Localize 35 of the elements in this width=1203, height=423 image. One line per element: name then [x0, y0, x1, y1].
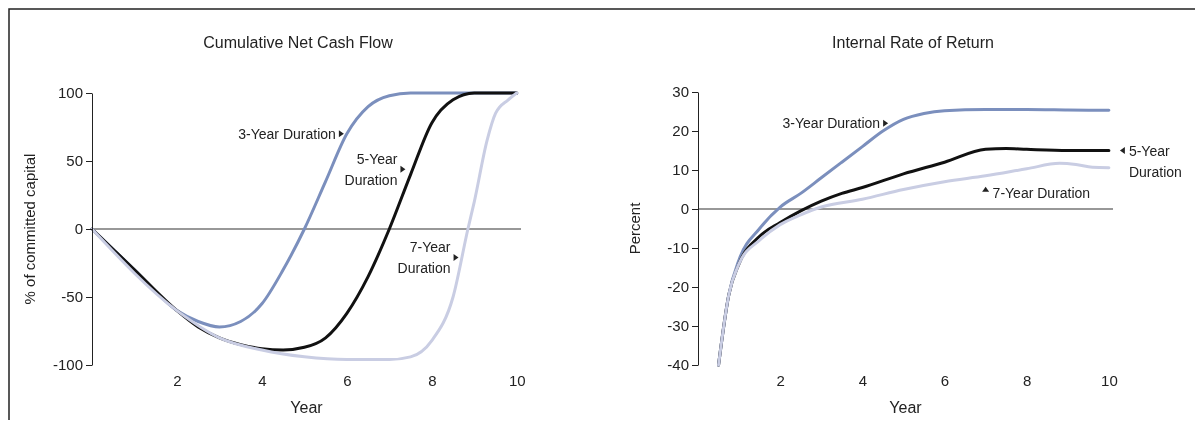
y-axis-title: % of committed capital — [21, 153, 38, 305]
x-tick-label: 2 — [776, 371, 785, 389]
annotation: 7-Year Duration — [397, 239, 451, 277]
y-tick-label: 100 — [57, 84, 83, 102]
y-tick-label: -40 — [667, 356, 689, 374]
y-tick-label: -30 — [667, 317, 689, 335]
y-tick-label: -10 — [667, 239, 689, 257]
annotation: 3-Year Duration — [782, 115, 881, 132]
chart-title: Internal Rate of Return — [832, 34, 994, 51]
y-tick-label: 10 — [672, 161, 689, 179]
y-tick-label: 30 — [672, 83, 689, 101]
y-tick-label: 0 — [680, 200, 689, 218]
annotation: 5-Year Duration — [344, 150, 398, 188]
y-tick-label: -50 — [61, 288, 83, 306]
x-tick-label: 4 — [258, 371, 267, 389]
x-tick-label: 6 — [940, 371, 950, 389]
y-tick-label: 0 — [74, 220, 83, 238]
x-tick-label: 10 — [1101, 371, 1118, 389]
y-tick-label: 20 — [672, 122, 689, 140]
x-axis-title: Year — [889, 399, 923, 416]
y-tick-label: -100 — [52, 356, 83, 374]
x-tick-label: 8 — [1023, 371, 1032, 389]
annotation: 7-Year Duration — [992, 184, 1091, 201]
chart-title: Cumulative Net Cash Flow — [203, 34, 394, 51]
annotation: 5-Year Duration — [1128, 142, 1182, 180]
annotation: 3-Year Duration — [238, 125, 336, 142]
x-tick-label: 4 — [858, 371, 868, 389]
y-tick-label: -20 — [667, 278, 689, 296]
y-axis-title: Percent — [626, 201, 643, 255]
x-tick-label: 8 — [428, 371, 437, 389]
x-tick-label: 2 — [173, 371, 182, 389]
x-tick-label: 10 — [508, 371, 526, 389]
y-tick-label: 50 — [66, 152, 83, 170]
x-tick-label: 6 — [343, 371, 352, 389]
x-axis-title: Year — [290, 399, 324, 416]
